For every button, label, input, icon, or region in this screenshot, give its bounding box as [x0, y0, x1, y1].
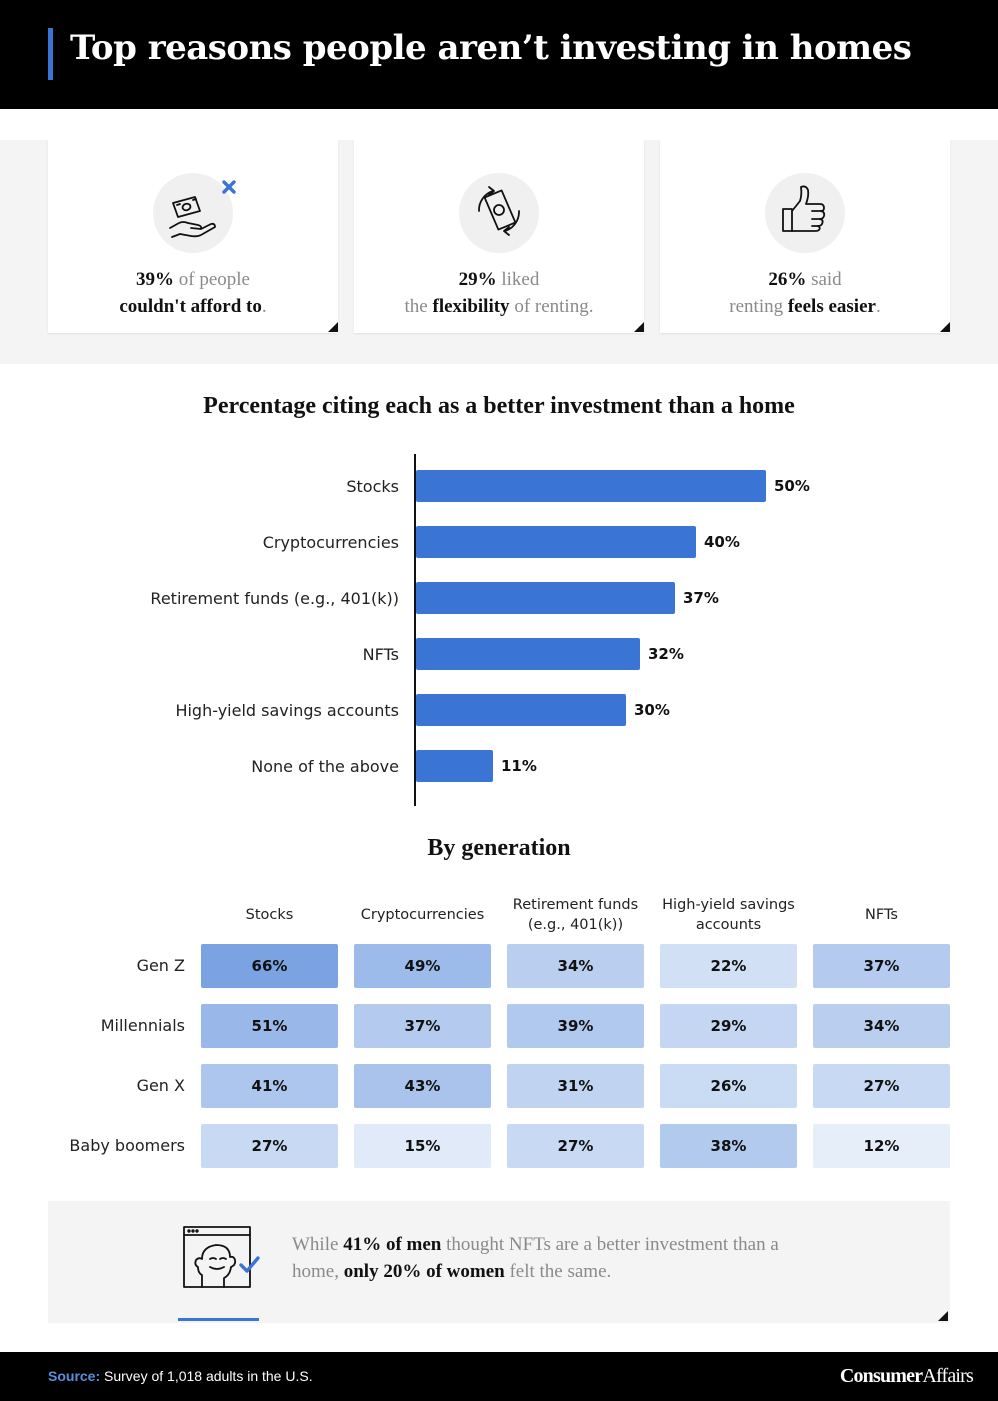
heatmap-column-header: Stocks [245, 907, 294, 923]
bar-category-label: NFTs [363, 645, 399, 664]
heatmap-row-header: Millennials [100, 1016, 185, 1035]
heatmap-cell: 41% [201, 1064, 338, 1108]
heatmap-title: By generation [427, 835, 571, 861]
nft-ape-check-icon [183, 1226, 260, 1288]
heatmap-cell: 26% [660, 1064, 797, 1108]
stat-card-afford: 39% of people couldn't afford to. [48, 140, 338, 333]
footer-bar: Source: Survey of 1,018 adults in the U.… [0, 1352, 998, 1401]
heatmap-column-header: Cryptocurrencies [360, 907, 485, 923]
nft-note-text: While 41% of men thought NFTs are a bett… [292, 1234, 779, 1282]
stat-text-flexibility: 29% liked the flexibility of renting. [404, 269, 594, 317]
heatmap-row-header: Gen Z [136, 956, 185, 975]
header-accent-bar [48, 28, 53, 80]
heatmap-cell: 29% [660, 1004, 797, 1048]
stat-text-easier: 26% said renting feels easier. [729, 269, 881, 317]
bar-category-label: Retirement funds (e.g., 401(k)) [150, 589, 399, 608]
heatmap-cell: 27% [201, 1124, 338, 1168]
heatmap-cell: 12% [813, 1124, 950, 1168]
source-note: Source: Survey of 1,018 adults in the U.… [48, 1368, 313, 1384]
bar [416, 750, 493, 782]
heatmap-cell: 27% [507, 1124, 644, 1168]
bar-category-label: High-yield savings accounts [175, 701, 399, 720]
bar [416, 470, 766, 502]
heatmap-cell: 37% [813, 944, 950, 988]
heatmap-cell: 66% [201, 944, 338, 988]
bar-value-label: 37% [683, 589, 719, 607]
bar-value-label: 50% [774, 477, 810, 495]
rotating-cash-icon [478, 186, 520, 236]
bar-category-label: None of the above [251, 757, 399, 776]
heatmap-cell: 51% [201, 1004, 338, 1048]
bar [416, 694, 626, 726]
thumbs-up-icon [782, 185, 826, 232]
corner-arrow-icon [938, 1311, 948, 1321]
corner-arrow-icon [940, 322, 950, 332]
heatmap-cell: 34% [813, 1004, 950, 1048]
icon-circle [459, 173, 539, 253]
heatmap-row-header: Baby boomers [69, 1136, 185, 1155]
heatmap-column-header: High-yield savings accounts [662, 897, 795, 933]
bar-chart-title: Percentage citing each as a better inves… [203, 393, 795, 419]
bar-category-label: Stocks [346, 477, 399, 496]
heatmap-cell: 15% [354, 1124, 491, 1168]
page-title: Top reasons people aren’t investing in h… [70, 28, 912, 68]
nft-note-box: While 41% of men thought NFTs are a bett… [48, 1201, 950, 1323]
source-label: Source: [48, 1368, 101, 1384]
stat-text-afford: 39% of people couldn't afford to. [119, 269, 267, 317]
heatmap-cell: 39% [507, 1004, 644, 1048]
heatmap-cell: 22% [660, 944, 797, 988]
icon-circle [765, 173, 845, 253]
bar-value-label: 32% [648, 645, 684, 663]
bar [416, 582, 675, 614]
money-hand-x-icon [169, 180, 236, 238]
header-bar: Top reasons people aren’t investing in h… [0, 0, 998, 109]
bar-chart: Stocks 50% Cryptocurrencies 40% Retirement f… [150, 454, 810, 806]
heatmap-cell: 49% [354, 944, 491, 988]
source-text: Survey of 1,018 adults in the U.S. [100, 1368, 313, 1384]
note-accent-underline [178, 1318, 259, 1321]
heatmap-cell: 38% [660, 1124, 797, 1168]
brand-logo: ConsumerAffairs [839, 1365, 974, 1387]
corner-arrow-icon [634, 322, 644, 332]
heatmap-cell: 34% [507, 944, 644, 988]
heatmap-cell: 43% [354, 1064, 491, 1108]
heatmap-column-header: NFTs [865, 907, 898, 923]
heatmap-row-header: Gen X [136, 1076, 185, 1095]
bar-value-label: 30% [634, 701, 670, 719]
bar-value-label: 11% [501, 757, 537, 775]
stat-card-easier: 26% said renting feels easier. [660, 140, 950, 333]
heatmap-cell: 27% [813, 1064, 950, 1108]
heatmap-column-header: Retirement funds (e.g., 401(k)) [512, 897, 639, 933]
bar [416, 638, 640, 670]
icon-circle [153, 173, 236, 253]
heatmap-cell: 31% [507, 1064, 644, 1108]
stat-card-flexibility: 29% liked the flexibility of renting. [354, 140, 644, 333]
bar-category-label: Cryptocurrencies [263, 533, 399, 552]
bar-value-label: 40% [704, 533, 740, 551]
bar [416, 526, 696, 558]
corner-arrow-icon [328, 322, 338, 332]
heatmap-cell: 37% [354, 1004, 491, 1048]
